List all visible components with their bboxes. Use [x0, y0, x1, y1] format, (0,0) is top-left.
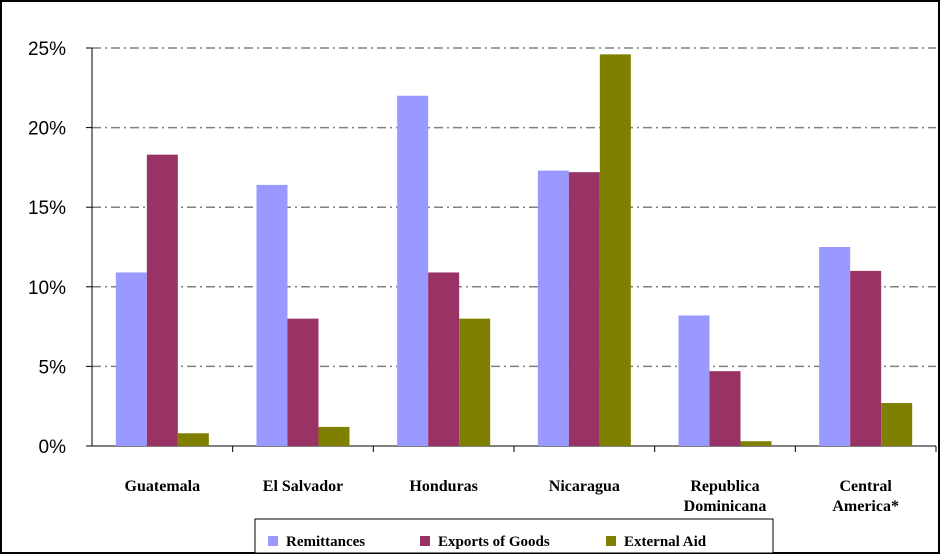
bar	[709, 371, 741, 446]
bar	[318, 426, 350, 446]
bar	[537, 170, 569, 447]
y-tick-label: 0%	[39, 437, 67, 458]
y-tick-label: 5%	[39, 357, 67, 378]
legend-label: Exports of Goods	[438, 534, 550, 550]
x-category-label: Honduras	[409, 478, 477, 495]
bar	[678, 315, 710, 446]
bar	[599, 54, 631, 446]
y-tick-label: 20%	[28, 119, 66, 140]
axes	[86, 47, 937, 452]
bar	[397, 95, 429, 446]
x-category-label: Nicaragua	[549, 478, 620, 495]
bars	[115, 54, 913, 447]
legend-swatch	[420, 536, 430, 546]
y-tick-label: 15%	[28, 198, 66, 219]
bar	[881, 403, 913, 446]
x-category-label: Guatemala	[125, 478, 201, 495]
legend-swatch	[606, 536, 616, 546]
legend-label: External Aid	[624, 534, 707, 550]
x-category-label: El Salvador	[263, 478, 343, 495]
x-category-label: Republica Dominicana	[684, 478, 767, 515]
x-axis-categories: Guatemala El Salvador Honduras Nicaragua Rep…	[125, 478, 899, 515]
legend: Remittances Exports of Goods External Aid	[254, 518, 774, 554]
y-axis-ticks: 0% 5% 10% 15% 20% 25%	[28, 39, 66, 458]
bar	[256, 184, 288, 447]
bar	[819, 247, 851, 446]
bar	[146, 154, 178, 446]
y-tick-label: 10%	[28, 278, 66, 299]
gridlines	[92, 47, 936, 368]
bar	[850, 270, 882, 446]
bar	[740, 441, 772, 446]
bar	[459, 318, 491, 446]
bar	[428, 272, 460, 446]
x-category-label: Central America*	[832, 478, 899, 515]
legend-label: Remittances	[286, 534, 365, 550]
legend-swatch	[268, 536, 278, 546]
legend-box	[254, 518, 774, 554]
bar	[568, 172, 600, 446]
y-tick-label: 25%	[28, 39, 66, 60]
bar	[177, 433, 209, 446]
bar	[287, 318, 319, 446]
bar	[115, 272, 147, 446]
